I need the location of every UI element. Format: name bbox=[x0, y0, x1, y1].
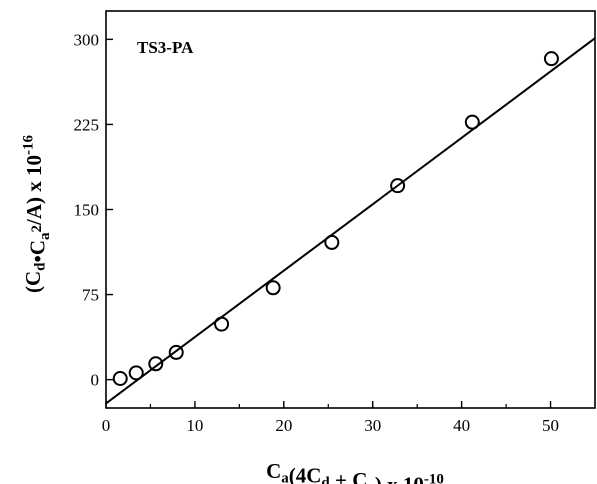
y-axis-title: (Cd•Ca2/A) x 10-16 bbox=[21, 134, 54, 293]
data-point bbox=[168, 344, 184, 360]
data-point bbox=[265, 280, 281, 296]
data-point bbox=[324, 234, 340, 250]
x-axis-title: Ca(4Cd + Ca) x 10-10 bbox=[266, 459, 444, 484]
tick-layer: 0 10 20 30 40 50 0 75 150 225 300 bbox=[74, 30, 560, 435]
x-tick-label: 20 bbox=[275, 416, 292, 435]
data-point bbox=[148, 356, 164, 372]
x-tick-label: 0 bbox=[102, 416, 111, 435]
fit-line bbox=[105, 37, 596, 405]
data-point bbox=[390, 178, 406, 194]
y-tick-label: 225 bbox=[74, 115, 100, 134]
data-point bbox=[214, 316, 230, 332]
data-points bbox=[112, 51, 559, 387]
data-point bbox=[543, 51, 559, 67]
y-tick-label: 0 bbox=[91, 371, 100, 390]
x-tick-label: 50 bbox=[542, 416, 559, 435]
x-tick-label: 10 bbox=[186, 416, 203, 435]
data-point bbox=[112, 371, 128, 387]
x-tick-label: 40 bbox=[453, 416, 470, 435]
annotation-label: TS3-PA bbox=[137, 38, 194, 57]
x-tick-label: 30 bbox=[364, 416, 381, 435]
y-tick-label: 75 bbox=[82, 286, 99, 305]
data-point bbox=[464, 114, 480, 130]
y-tick-label: 150 bbox=[74, 201, 100, 220]
data-point bbox=[128, 365, 144, 381]
y-tick-label: 300 bbox=[74, 30, 100, 49]
